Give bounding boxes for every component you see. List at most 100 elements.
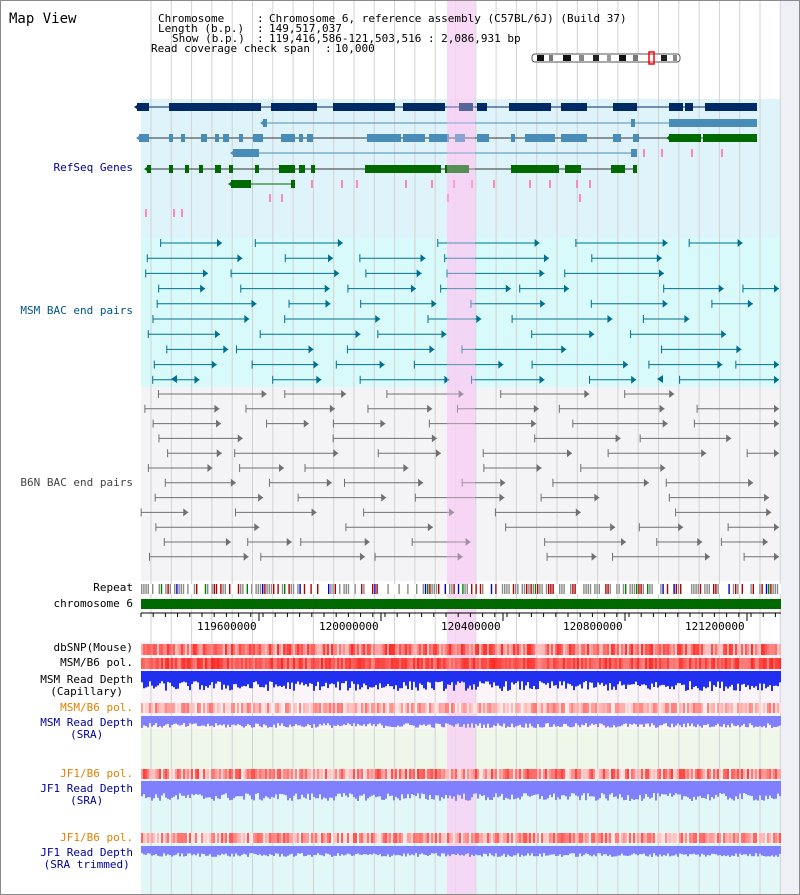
track-label-jf1-depth-sra[interactable]: JF1 Read Depth (SRA) <box>40 782 133 807</box>
msm-pol-heat <box>199 658 201 669</box>
jf1-pol-heat-2 <box>739 833 741 843</box>
jf1-depth-sra-bar <box>659 781 661 797</box>
msm-depth-capillary-bar <box>531 671 533 689</box>
jf1-pol-heat-2 <box>491 833 493 843</box>
jf1-depth-sra-bar <box>569 781 571 797</box>
msm-depth-capillary-bar <box>251 671 253 689</box>
snp-marker <box>447 194 449 202</box>
msm-pol-heat-2 <box>727 703 729 713</box>
jf1-pol-heat <box>219 769 221 779</box>
track-label-msm-depth-sra[interactable]: MSM Read Depth (SRA) <box>40 716 133 741</box>
jf1-depth-sra-bar <box>193 781 195 796</box>
msm-pol-heat <box>579 658 581 669</box>
jf1-depth-sra-bar <box>709 781 711 801</box>
dbsnp-heat <box>295 644 297 655</box>
msm-depth-sra-bar <box>343 716 345 725</box>
dbsnp-heat <box>543 644 545 655</box>
dbsnp-heat <box>321 644 323 655</box>
msm-pol-heat <box>407 658 409 669</box>
msm-pol-heat <box>331 658 333 669</box>
msm-pol-heat-2 <box>413 703 415 713</box>
msm-pol-heat <box>215 658 217 669</box>
repeat-element <box>691 584 693 594</box>
msm-pol-heat-2 <box>251 703 253 713</box>
msm-depth-capillary-bar <box>447 671 449 685</box>
jf1-depth-trimmed-bar <box>309 846 311 855</box>
msm-depth-sra-bar <box>575 716 577 724</box>
jf1-depth-sra-bar <box>559 781 561 800</box>
msm-depth-capillary-bar <box>167 671 169 682</box>
msm-depth-sra-bar <box>459 716 461 727</box>
jf1-pol-heat-2 <box>567 833 569 843</box>
dbsnp-heat <box>715 644 717 655</box>
track-label-msm-bac[interactable]: MSM BAC end pairs <box>20 304 133 317</box>
track-label-msm-depth-capillary[interactable]: MSM Read Depth (Capillary) <box>40 673 133 698</box>
jf1-pol-heat-2 <box>325 833 327 843</box>
jf1-depth-trimmed-bar <box>203 846 205 855</box>
repeat-element <box>490 584 493 594</box>
jf1-pol-heat <box>723 769 725 779</box>
msm-pol-heat-2 <box>425 703 427 713</box>
track-label-jf1-pol-1[interactable]: JF1/B6 pol. <box>60 767 133 780</box>
jf1-depth-trimmed-bar <box>747 846 749 857</box>
dbsnp-heat <box>179 644 181 655</box>
jf1-depth-trimmed-bar <box>297 846 299 854</box>
track-label-refseq[interactable]: RefSeq Genes <box>53 161 133 174</box>
msm-pol-heat <box>205 658 207 669</box>
jf1-pol-heat <box>491 769 493 779</box>
repeat-element <box>528 584 530 594</box>
track-label-repeat[interactable]: Repeat <box>93 581 133 594</box>
msm-pol-heat-2 <box>775 703 777 713</box>
jf1-pol-heat <box>611 769 613 779</box>
dbsnp-heat <box>609 644 611 655</box>
msm-depth-capillary-bar <box>291 671 293 683</box>
jf1-pol-heat <box>401 769 403 779</box>
jf1-pol-heat-2 <box>621 833 623 843</box>
dbsnp-heat <box>377 644 379 655</box>
msm-depth-sra-bar <box>555 716 557 727</box>
snp-marker <box>576 180 578 188</box>
msm-depth-sra-bar <box>159 716 161 727</box>
jf1-depth-trimmed-bar <box>693 846 695 854</box>
track-label-b6n-bac[interactable]: B6N BAC end pairs <box>20 476 133 489</box>
jf1-depth-sra-bar <box>633 781 635 800</box>
jf1-pol-heat <box>193 769 195 779</box>
jf1-pol-heat <box>695 769 697 779</box>
track-label-msm-pol-2[interactable]: MSM/B6 pol. <box>60 701 133 714</box>
gene-exon <box>705 103 757 111</box>
msm-depth-sra-bar <box>547 716 549 724</box>
jf1-pol-heat <box>595 769 597 779</box>
msm-pol-heat-2 <box>285 703 287 713</box>
jf1-pol-heat-2 <box>733 833 735 843</box>
jf1-pol-heat <box>503 769 505 779</box>
msm-pol-heat <box>771 658 773 669</box>
jf1-depth-trimmed-bar <box>381 846 383 857</box>
jf1-pol-heat <box>681 769 683 779</box>
msm-depth-capillary-bar <box>433 671 435 690</box>
gene-exon <box>703 134 757 142</box>
jf1-depth-trimmed-bar <box>425 846 427 856</box>
msm-bac-pair <box>737 239 743 247</box>
dbsnp-heat <box>243 644 245 655</box>
msm-bac-pair <box>656 254 662 263</box>
track-label-jf1-depth-trimmed[interactable]: JF1 Read Depth (SRA trimmed) <box>40 846 133 871</box>
dbsnp-heat <box>397 644 399 655</box>
msm-depth-sra-bar <box>623 716 625 724</box>
jf1-depth-sra-bar <box>451 781 453 799</box>
track-label-dbsnp[interactable]: dbSNP(Mouse) <box>53 641 133 654</box>
msm-pol-heat-2 <box>465 703 467 713</box>
dbsnp-heat <box>513 644 515 655</box>
jf1-depth-sra-bar <box>407 781 409 795</box>
msm-depth-capillary-bar <box>187 671 189 686</box>
msm-depth-capillary-bar <box>611 671 613 690</box>
msm-depth-sra-bar <box>483 716 485 725</box>
msm-pol-heat <box>341 658 343 669</box>
track-label-jf1-pol-2[interactable]: JF1/B6 pol. <box>60 831 133 844</box>
track-label-msm-pol-1[interactable]: MSM/B6 pol. <box>60 656 133 669</box>
jf1-pol-heat-2 <box>713 833 715 843</box>
ruler-tick-label: 121200000 <box>685 620 745 633</box>
msm-pol-heat-2 <box>607 703 609 713</box>
msm-depth-sra-bar <box>491 716 493 728</box>
dbsnp-heat <box>671 644 673 655</box>
